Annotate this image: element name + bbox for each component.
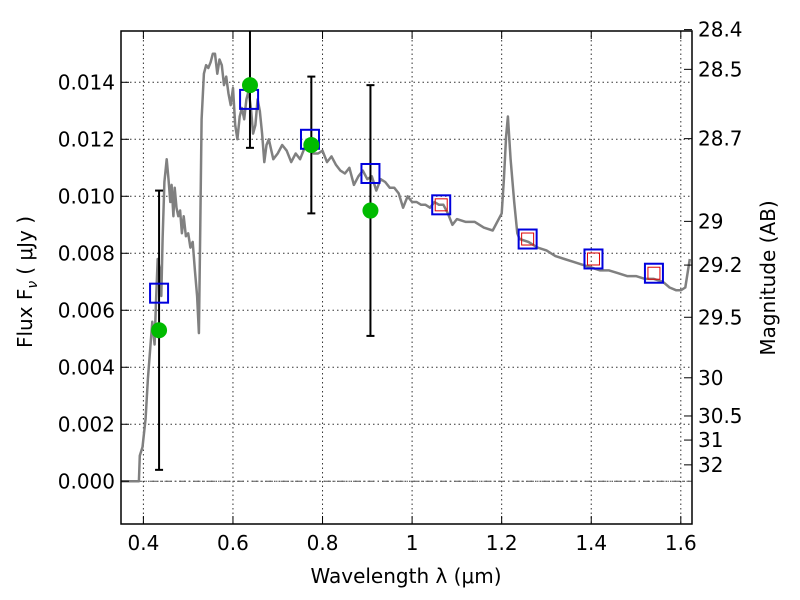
y-axis-title-main: Flux F: [13, 289, 37, 348]
y2-tick-label: 29: [698, 209, 723, 233]
y2-tick-label: 32: [698, 453, 723, 477]
y2-tick-label: 28.7: [698, 127, 743, 151]
x-tick-label: 1: [406, 531, 419, 555]
x-tick-label: 1.2: [486, 531, 518, 555]
y2-tick-label: 29.5: [698, 305, 743, 329]
error-bars: [155, 31, 375, 471]
model-photometry-inner-box: [586, 252, 600, 266]
model-photometry-box: [149, 282, 170, 304]
model-photometry-box: [360, 162, 381, 184]
grid: [121, 31, 692, 524]
y-tick-label: 0.002: [58, 412, 115, 436]
observed-point: [303, 136, 320, 153]
y2-axis-title: Magnitude (AB): [756, 200, 780, 355]
model-photometry-inner-box: [647, 266, 661, 280]
x-axis-title: Wavelength λ (μm): [310, 564, 501, 588]
y-tick-label: 0.014: [58, 70, 115, 94]
axis-ticks: [121, 29, 692, 524]
model-photometry-box: [583, 248, 604, 270]
x-tick-label: 0.6: [217, 531, 249, 555]
y-axis-title-sub: ν: [25, 281, 41, 289]
observed-point: [151, 322, 168, 339]
y-tick-label: 0.012: [58, 127, 115, 151]
y-tick-label: 0.010: [58, 184, 115, 208]
y2-tick-label: 29.2: [698, 253, 743, 277]
model-photometry-box: [517, 228, 538, 250]
y2-tick-label: 31: [698, 428, 723, 452]
model-sed-line: [121, 52, 692, 483]
x-tick-label: 0.4: [127, 531, 159, 555]
observed-point: [241, 77, 258, 94]
x-tick-label: 1.4: [575, 531, 607, 555]
model-photometry-inner-box: [521, 232, 535, 246]
y2-tick-label: 28.4: [698, 18, 743, 42]
y-tick-label: 0.004: [58, 355, 115, 379]
y-tick-labels: 0.000 0.002 0.004 0.006 0.008 0.010 0.012 0.014: [58, 70, 115, 493]
model-photometry-box: [643, 262, 664, 284]
x-tick-labels: 0.4 0.6 0.8 1 1.2 1.4 1.6: [127, 531, 696, 555]
y-axis-title: Flux Fν ( μJy ): [13, 216, 41, 348]
observed-photometry-points: [151, 77, 379, 339]
x-tick-label: 1.6: [665, 531, 697, 555]
x-tick-label: 0.8: [307, 531, 339, 555]
model-photometry-box: [431, 194, 452, 216]
y-axis-title-unit: ( μJy ): [13, 216, 37, 275]
model-photometry-inner-box: [434, 198, 448, 212]
y-tick-label: 0.006: [58, 298, 115, 322]
y2-tick-label: 28.5: [698, 57, 743, 81]
y2-tick-label: 30.5: [698, 404, 743, 428]
model-photometry-boxes: [149, 88, 664, 304]
observed-point: [362, 202, 379, 219]
y2-tick-label: 30: [698, 366, 723, 390]
y-tick-label: 0.008: [58, 241, 115, 265]
y-tick-label: 0.000: [58, 469, 115, 493]
plot-frame: [120, 30, 693, 525]
